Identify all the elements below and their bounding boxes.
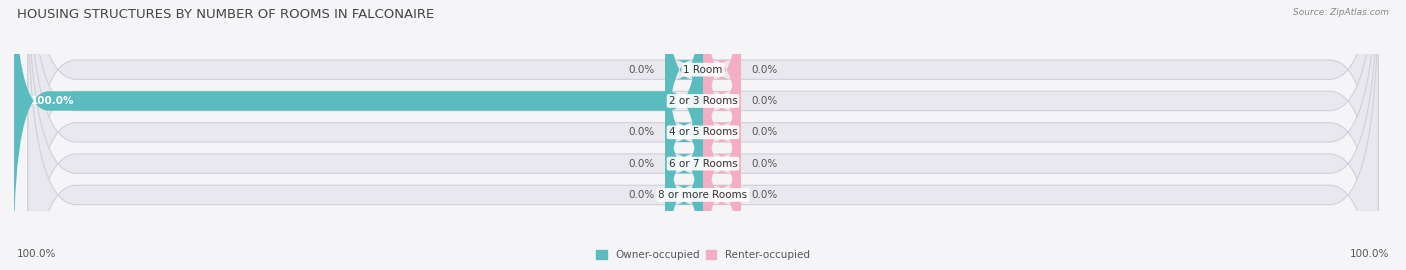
FancyBboxPatch shape bbox=[665, 17, 703, 248]
Text: 0.0%: 0.0% bbox=[628, 127, 655, 137]
FancyBboxPatch shape bbox=[703, 0, 741, 217]
FancyBboxPatch shape bbox=[703, 48, 741, 270]
Text: 0.0%: 0.0% bbox=[751, 65, 778, 75]
FancyBboxPatch shape bbox=[703, 79, 741, 270]
FancyBboxPatch shape bbox=[14, 0, 703, 248]
FancyBboxPatch shape bbox=[665, 0, 703, 185]
Legend: Owner-occupied, Renter-occupied: Owner-occupied, Renter-occupied bbox=[596, 250, 810, 260]
Text: 0.0%: 0.0% bbox=[751, 190, 778, 200]
Text: Source: ZipAtlas.com: Source: ZipAtlas.com bbox=[1294, 8, 1389, 17]
Text: HOUSING STRUCTURES BY NUMBER OF ROOMS IN FALCONAIRE: HOUSING STRUCTURES BY NUMBER OF ROOMS IN… bbox=[17, 8, 434, 21]
Text: 0.0%: 0.0% bbox=[751, 127, 778, 137]
Text: 0.0%: 0.0% bbox=[628, 190, 655, 200]
Text: 4 or 5 Rooms: 4 or 5 Rooms bbox=[669, 127, 737, 137]
Text: 8 or more Rooms: 8 or more Rooms bbox=[658, 190, 748, 200]
Text: 0.0%: 0.0% bbox=[628, 65, 655, 75]
Text: 100.0%: 100.0% bbox=[1350, 249, 1389, 259]
Text: 6 or 7 Rooms: 6 or 7 Rooms bbox=[669, 158, 737, 169]
FancyBboxPatch shape bbox=[28, 0, 1378, 270]
FancyBboxPatch shape bbox=[703, 0, 741, 185]
Text: 0.0%: 0.0% bbox=[751, 96, 778, 106]
FancyBboxPatch shape bbox=[665, 79, 703, 270]
FancyBboxPatch shape bbox=[703, 17, 741, 248]
Text: 1 Room: 1 Room bbox=[683, 65, 723, 75]
FancyBboxPatch shape bbox=[665, 48, 703, 270]
FancyBboxPatch shape bbox=[28, 0, 1378, 270]
Text: 100.0%: 100.0% bbox=[31, 96, 75, 106]
FancyBboxPatch shape bbox=[28, 0, 1378, 270]
FancyBboxPatch shape bbox=[28, 0, 1378, 270]
FancyBboxPatch shape bbox=[28, 0, 1378, 270]
Text: 0.0%: 0.0% bbox=[751, 158, 778, 169]
Text: 2 or 3 Rooms: 2 or 3 Rooms bbox=[669, 96, 737, 106]
Text: 100.0%: 100.0% bbox=[17, 249, 56, 259]
Text: 0.0%: 0.0% bbox=[628, 158, 655, 169]
